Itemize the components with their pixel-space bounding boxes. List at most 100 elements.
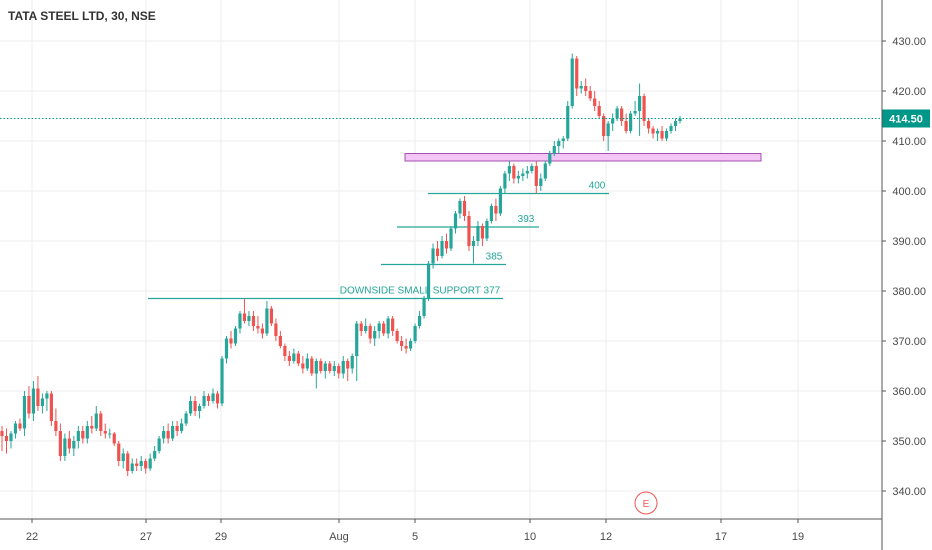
candle (678, 116, 682, 124)
candle-body (301, 363, 305, 369)
event-badge[interactable]: E (634, 491, 658, 515)
candle-body (467, 216, 471, 246)
candle (539, 173, 543, 191)
candle-body (664, 131, 669, 139)
candle (611, 113, 615, 131)
candle-body (629, 113, 633, 131)
candle (45, 391, 49, 411)
candle-body (256, 326, 260, 329)
candle (337, 363, 341, 379)
candle (215, 391, 220, 409)
candle-body (103, 431, 107, 434)
candle (72, 436, 76, 456)
candle-body (548, 153, 552, 164)
y-tick-label: 400.00 (892, 186, 926, 198)
x-tick-label: 27 (140, 531, 152, 543)
candle-body (435, 248, 440, 256)
candle-body (346, 361, 350, 369)
candle-body (108, 433, 112, 435)
candle (153, 446, 157, 461)
candle-body (637, 96, 642, 111)
candle (346, 358, 350, 381)
candle-body (584, 86, 588, 91)
support-label: 393 (518, 214, 535, 225)
candle (301, 356, 305, 374)
candle-body (476, 226, 480, 241)
candle (440, 236, 444, 259)
candle (377, 321, 381, 339)
candle-body (395, 331, 399, 341)
candle (67, 431, 71, 454)
candle-body (188, 401, 193, 414)
candle (373, 326, 377, 346)
candle-body (153, 451, 157, 459)
candle (283, 343, 287, 361)
candle (247, 311, 251, 326)
candle (188, 396, 193, 416)
candle (36, 376, 40, 411)
candle (126, 451, 130, 476)
candle (453, 211, 458, 234)
candle (108, 428, 112, 439)
resistance-zone (404, 153, 762, 162)
candle (211, 388, 215, 404)
candle-body (94, 413, 98, 429)
y-tick-label: 420.00 (892, 86, 926, 98)
candle-layer (0, 53, 682, 476)
candle-body (166, 431, 170, 439)
candle (13, 421, 18, 439)
y-tick-label: 430.00 (892, 36, 926, 48)
candle (444, 233, 449, 254)
candle-body (480, 226, 485, 239)
candle (575, 56, 579, 96)
x-tick-label: 12 (600, 531, 612, 543)
event-badge-letter: E (643, 499, 650, 510)
candle (319, 358, 323, 374)
candle-body (673, 121, 678, 126)
candle (256, 316, 260, 334)
candle-body (669, 126, 673, 131)
candle (184, 411, 188, 426)
candle-body (269, 308, 274, 324)
candle-body (678, 118, 682, 121)
candle (364, 318, 368, 334)
candle-body (314, 361, 318, 374)
candle-body (45, 393, 49, 399)
candle-body (27, 396, 31, 414)
candle-body (503, 173, 507, 189)
candle (435, 241, 440, 261)
candle (602, 113, 606, 141)
candle-body (471, 241, 476, 246)
candle-body (22, 396, 27, 429)
candle-body (408, 341, 413, 349)
candle-body (278, 336, 282, 346)
candle (655, 128, 660, 141)
candle-body (368, 326, 372, 339)
candle-body (171, 426, 175, 439)
candle-body (611, 118, 615, 124)
candle-body (206, 396, 211, 401)
candle (593, 91, 597, 111)
candle-body (512, 166, 516, 179)
candle-body (382, 323, 386, 334)
candle-body (642, 96, 646, 121)
candle (422, 296, 426, 319)
candle-body (99, 413, 103, 431)
candle (543, 161, 547, 181)
candle (54, 408, 58, 436)
x-tick-label: 5 (412, 531, 418, 543)
candle (341, 356, 345, 379)
candle (584, 78, 588, 96)
candle (525, 166, 529, 179)
candle-body (350, 356, 354, 369)
candle (139, 456, 143, 471)
candle (148, 453, 152, 471)
candle (561, 136, 565, 149)
candle (642, 93, 646, 126)
candle (462, 196, 467, 221)
candle (157, 436, 161, 454)
candle (112, 432, 116, 446)
candle-body (494, 206, 498, 214)
